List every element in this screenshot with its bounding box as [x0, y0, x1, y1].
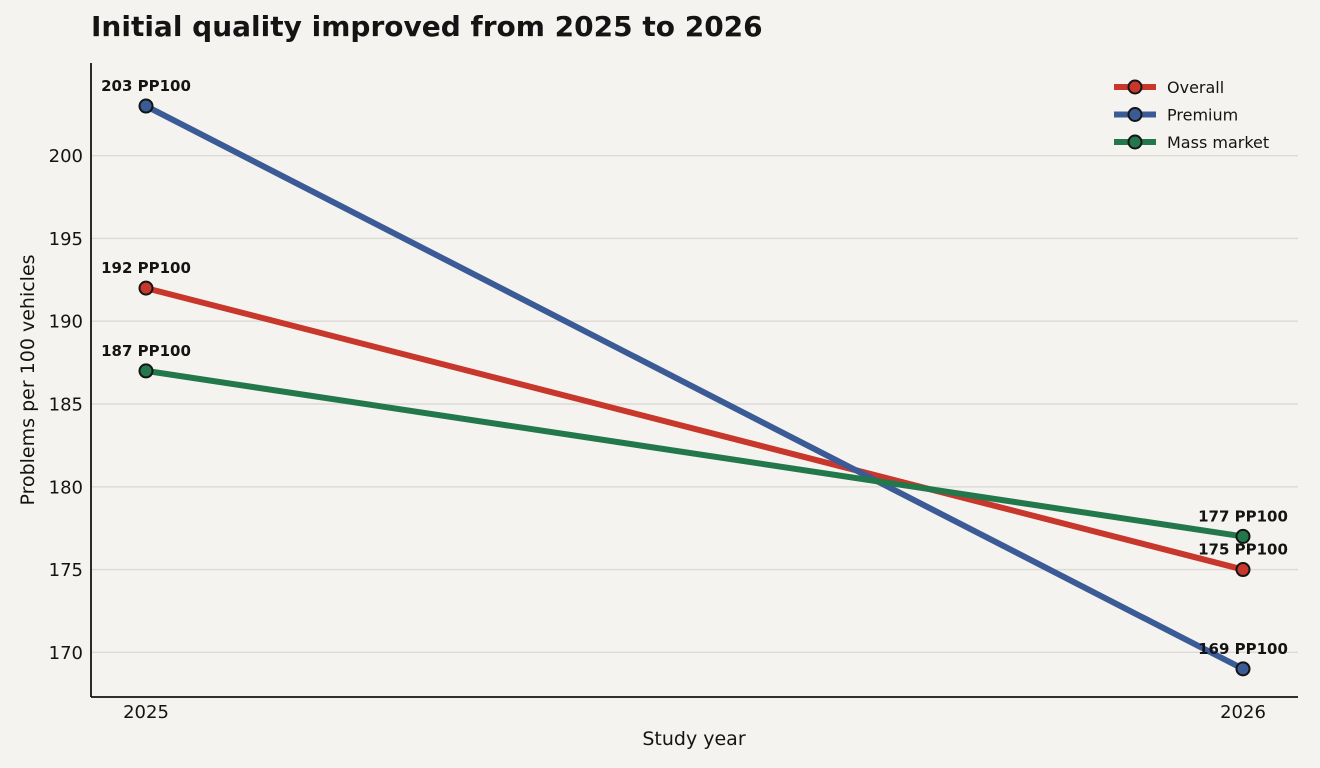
legend: Overall Premium Mass market [1114, 78, 1269, 152]
x-tick-label: 2025 [123, 702, 169, 723]
data-point-mass-market [138, 363, 154, 379]
y-tick-label: 190 [49, 312, 83, 333]
x-axis-title: Study year [642, 728, 745, 750]
data-point-overall [1235, 562, 1251, 578]
y-axis-title: Problems per 100 vehicles [17, 254, 39, 505]
y-tick-label: 175 [49, 560, 83, 581]
y-tick-label: 195 [49, 229, 83, 250]
series-lines [144, 103, 1245, 672]
data-label-premium: 203 PP100 [101, 77, 191, 95]
legend-marker-mass-market [1127, 134, 1143, 150]
data-point-mass-market [1235, 528, 1251, 544]
series-line-overall [145, 285, 1244, 573]
data-points [138, 98, 1251, 677]
y-tick-label: 180 [49, 477, 83, 498]
tick-labels: 170 175 180 185 190 195 200 2025 2026 [49, 146, 1266, 723]
axes [90, 63, 1298, 698]
y-tick-label: 185 [49, 395, 83, 416]
y-tick-label: 200 [49, 146, 83, 167]
data-labels: 192 PP100 175 PP100 203 PP100 169 PP100 187 … [101, 77, 1288, 658]
gridlines [91, 154, 1298, 654]
data-label-mass-market: 187 PP100 [101, 342, 191, 360]
legend-marker-premium [1127, 107, 1143, 122]
legend-label-premium: Premium [1167, 106, 1238, 125]
legend-label-mass-market: Mass market [1167, 133, 1269, 152]
x-tick-label: 2026 [1220, 702, 1266, 723]
data-point-overall [138, 280, 154, 296]
y-tick-label: 170 [49, 643, 83, 664]
series-line-mass-market [145, 367, 1244, 540]
data-label-mass-market: 177 PP100 [1198, 507, 1288, 525]
data-point-premium [1235, 661, 1251, 677]
data-label-overall: 175 PP100 [1198, 541, 1288, 559]
legend-marker-overall [1127, 79, 1143, 95]
legend-label-overall: Overall [1167, 78, 1224, 97]
data-label-overall: 192 PP100 [101, 259, 191, 277]
data-point-premium [138, 98, 154, 114]
data-label-premium: 169 PP100 [1198, 640, 1288, 658]
series-line-premium [144, 103, 1245, 672]
chart-title: Initial quality improved from 2025 to 20… [91, 10, 763, 43]
